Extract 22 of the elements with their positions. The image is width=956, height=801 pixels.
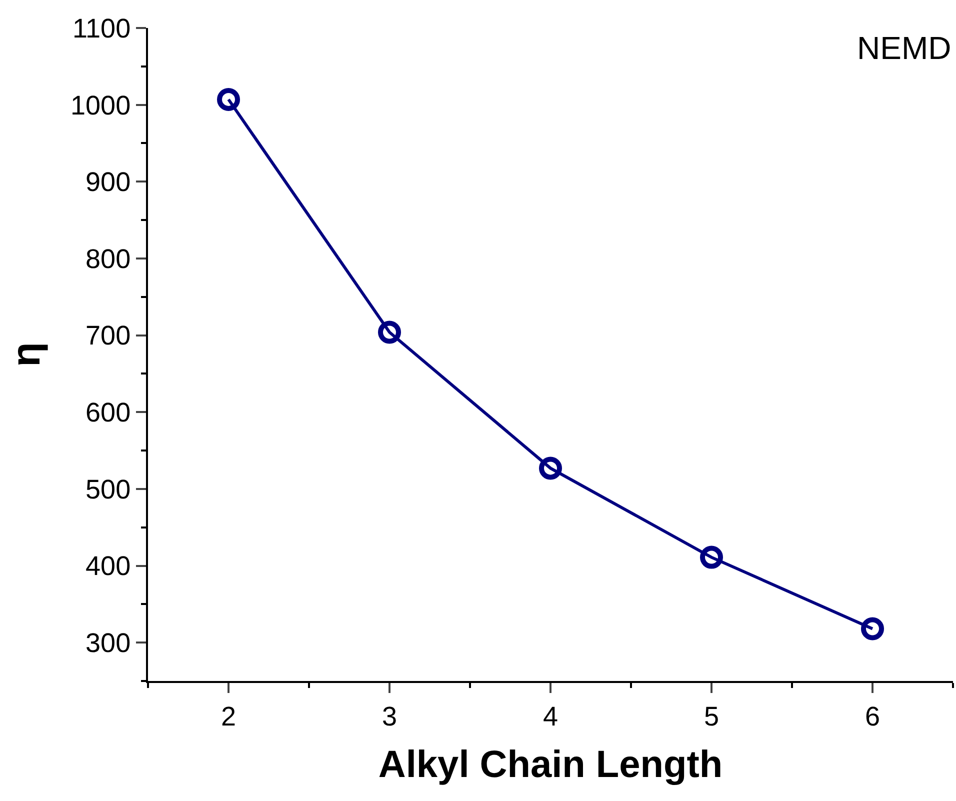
y-tick-label: 500 bbox=[86, 474, 131, 504]
point bbox=[378, 320, 401, 344]
point bbox=[539, 456, 562, 480]
y-tick-label: 300 bbox=[86, 628, 131, 658]
point bbox=[861, 617, 884, 640]
x-tick-label: 2 bbox=[220, 701, 236, 732]
y-tick-label: 1000 bbox=[70, 90, 131, 120]
y-tick-label: 900 bbox=[86, 167, 131, 198]
x-tick-label: 6 bbox=[864, 701, 880, 732]
x-tick-label: 5 bbox=[704, 701, 720, 732]
x-axis-title: Alkyl Chain Length bbox=[378, 744, 723, 786]
y-tick-label: 400 bbox=[86, 551, 131, 582]
point bbox=[700, 546, 723, 569]
y-tick-label: 800 bbox=[86, 244, 131, 274]
annotation: NEMD bbox=[857, 30, 952, 66]
y-tick-label: 700 bbox=[86, 320, 131, 351]
x-tick-label: 3 bbox=[382, 701, 398, 732]
x-tick-label: 4 bbox=[542, 701, 558, 732]
y-tick-label: 600 bbox=[86, 398, 131, 428]
y-tick-label: 1100 bbox=[72, 13, 131, 44]
point bbox=[217, 88, 240, 111]
y-axis-title: η bbox=[4, 342, 49, 367]
